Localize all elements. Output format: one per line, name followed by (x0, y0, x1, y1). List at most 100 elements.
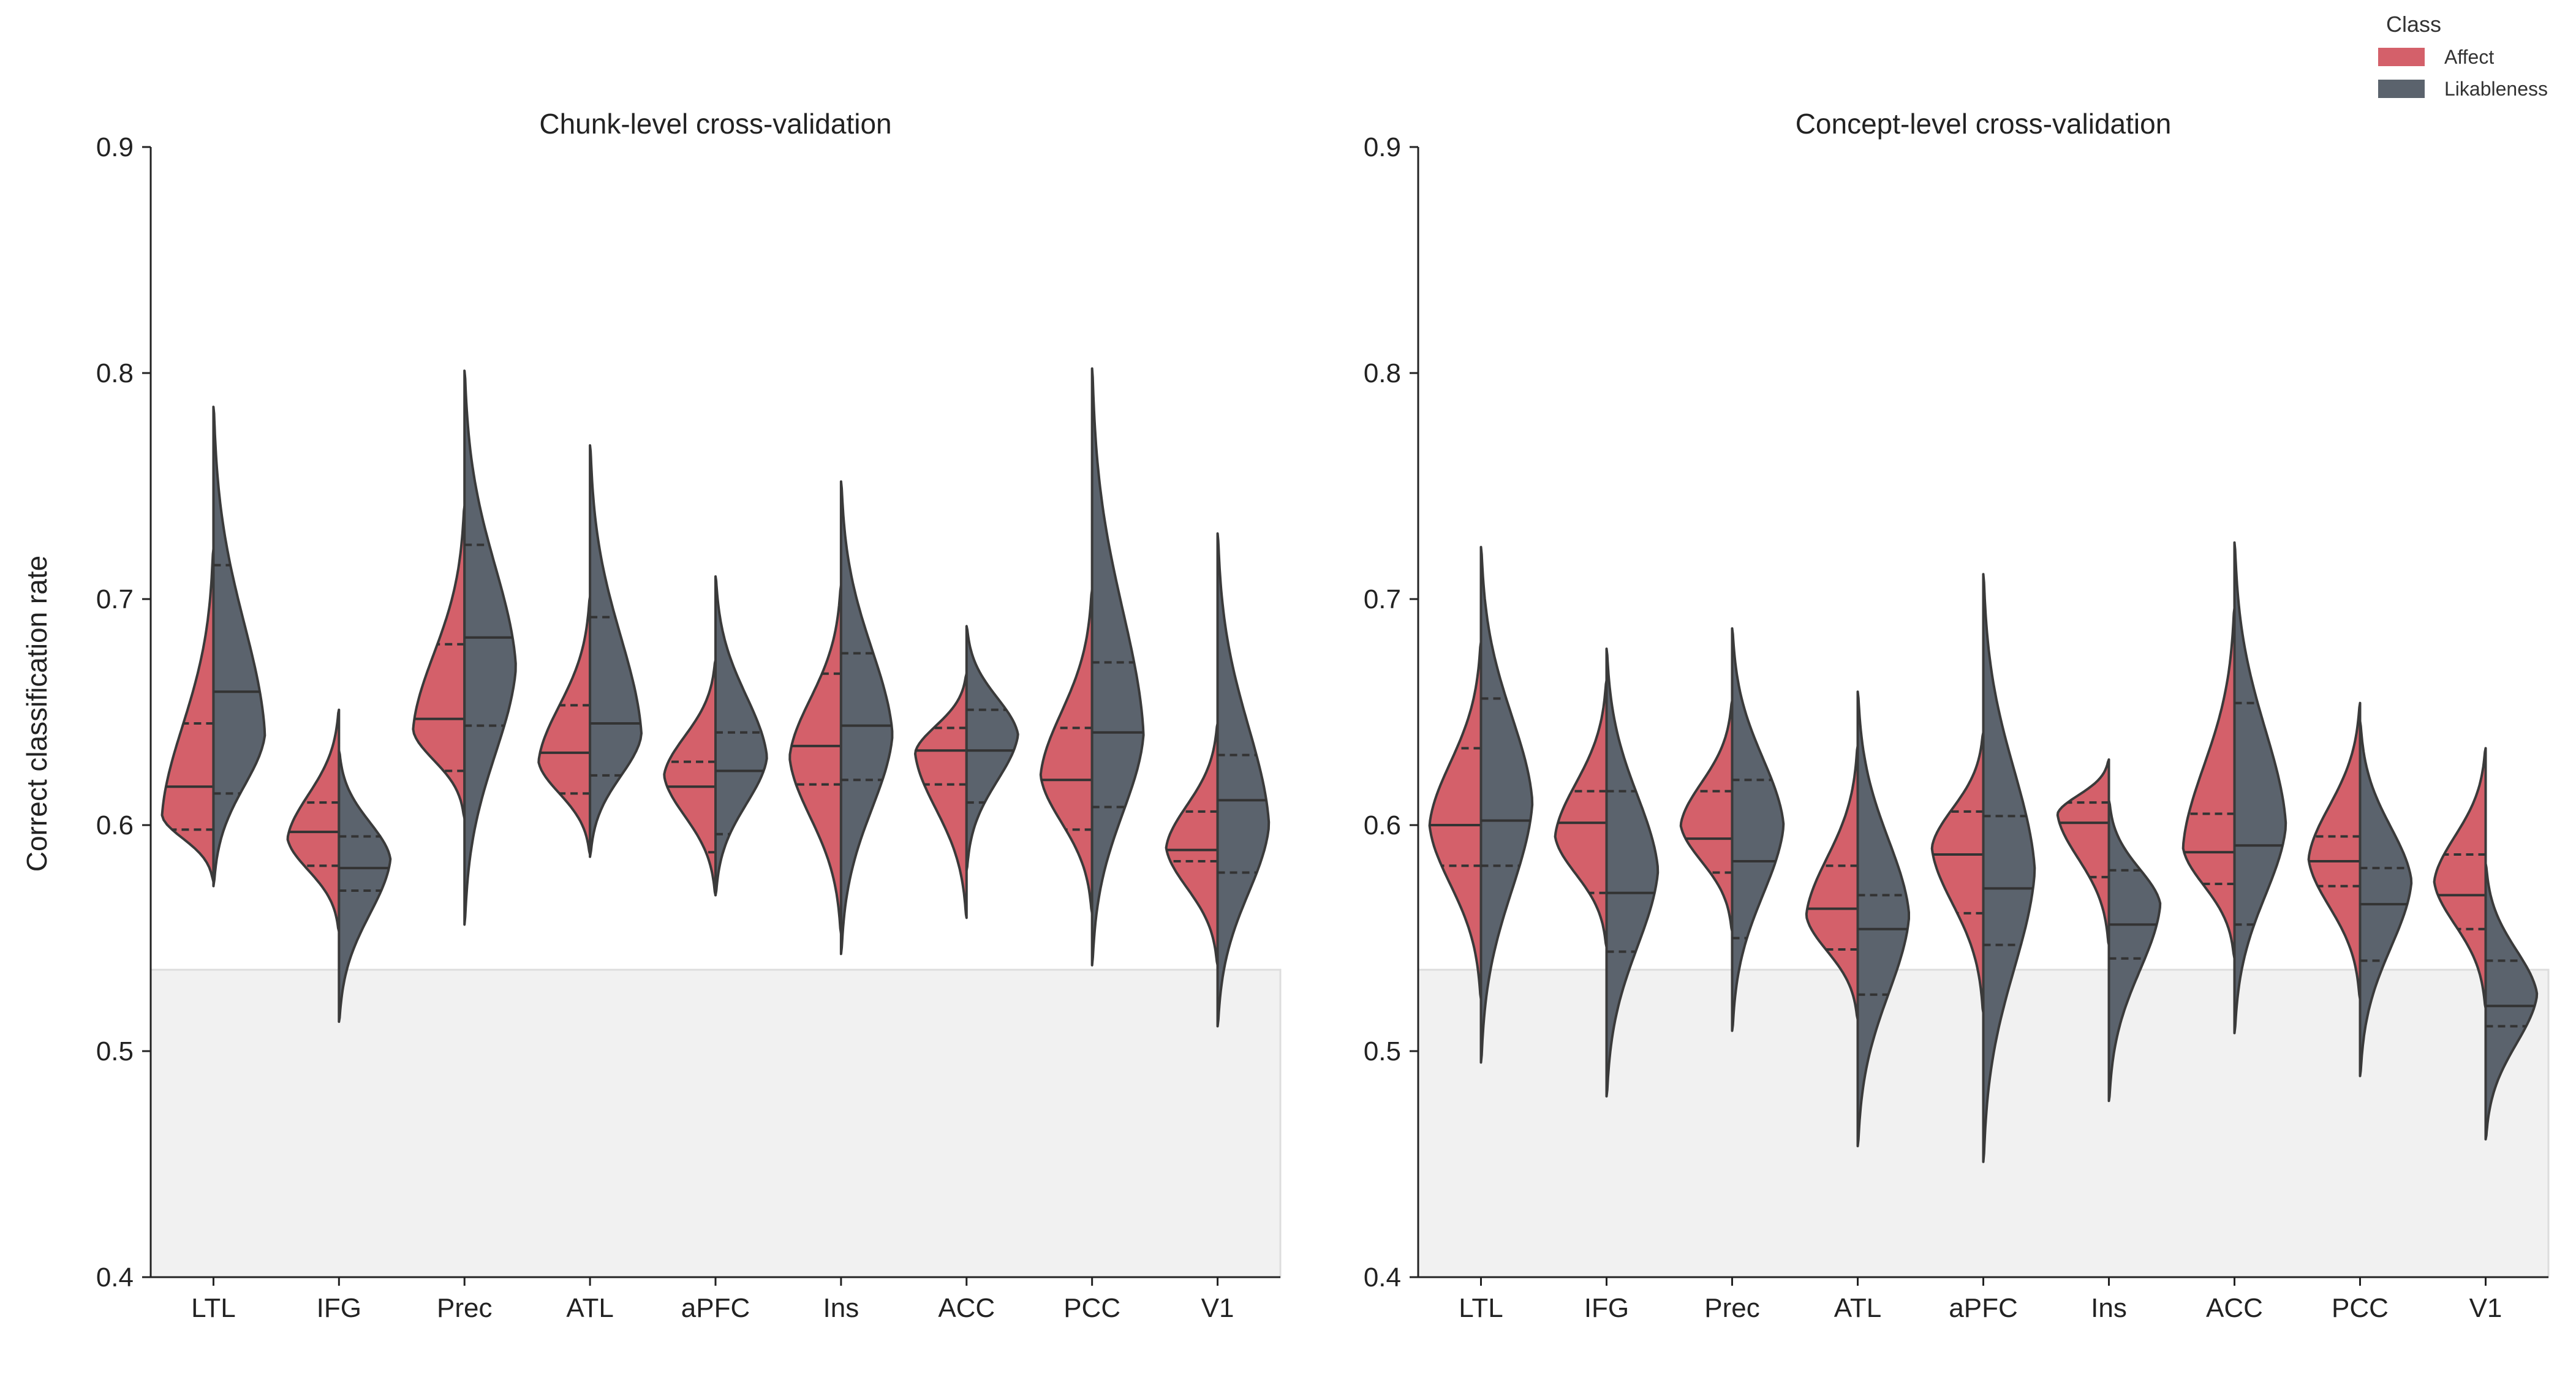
x-tick-label-v1: V1 (2469, 1293, 2502, 1323)
y-ticks: 0.4 0.5 0.6 0.7 0.8 0.9 (96, 132, 151, 1292)
violin-half (1554, 679, 1608, 949)
violin-likableness-ifg (1605, 647, 1660, 1098)
violin-half (2359, 720, 2413, 1077)
legend-swatch-affect (2378, 48, 2425, 66)
violin-likableness-atl (1856, 690, 1910, 1147)
violin-half (286, 708, 341, 933)
violin-half (161, 548, 215, 883)
violin-likableness-ins (839, 480, 894, 956)
x-tick-label-ltl: LTL (1459, 1293, 1503, 1323)
x-tick-label-prec: Prec (437, 1293, 492, 1323)
legend-title: Class (2386, 12, 2441, 37)
violin-half (2056, 758, 2110, 946)
violin-affect-apfc (1930, 731, 1985, 1014)
violin-half (1039, 589, 1093, 915)
panel-title: Concept-level cross-validation (1796, 108, 2172, 140)
violin-half (1982, 573, 2036, 1163)
violin-likableness-ltl (212, 406, 266, 888)
violin-affect-ltl (161, 548, 215, 883)
violin-affect-acc (2181, 606, 2236, 960)
x-tick-label-acc: ACC (938, 1293, 995, 1323)
x-tick-label-ltl: LTL (191, 1293, 236, 1323)
violin-half (1428, 641, 1483, 1001)
violin-half (212, 406, 266, 888)
panel-title: Chunk-level cross-validation (539, 108, 891, 140)
legend-label-likableness: Likableness (2444, 78, 2548, 100)
x-ticks: LTL IFG Prec ATL aPFC Ins ACC PCC V1 (191, 1277, 1234, 1323)
x-tick-label-apfc: aPFC (681, 1293, 750, 1323)
y-tick-label: 0.6 (1364, 810, 1401, 840)
y-tick-label: 0.8 (1364, 358, 1401, 388)
violin-half (663, 658, 717, 897)
x-tick-label-ifg: IFG (1584, 1293, 1629, 1323)
x-tick-label-v1: V1 (1201, 1293, 1234, 1323)
x-tick-label-prec: Prec (1704, 1293, 1759, 1323)
y-tick-label: 0.9 (1364, 132, 1401, 162)
y-tick-label: 0.7 (1364, 584, 1401, 614)
chance-band (149, 968, 1282, 1278)
y-tick-label: 0.4 (96, 1262, 134, 1292)
x-tick-label-ifg: IFG (317, 1293, 361, 1323)
violin-affect-ins (2056, 758, 2110, 946)
violin-affect-ifg (286, 708, 341, 933)
violin-half (1216, 532, 1271, 1028)
violin-affect-prec (412, 505, 466, 820)
violin-half (1165, 722, 1219, 967)
violin-half (1090, 367, 1145, 967)
x-tick-label-atl: ATL (566, 1293, 613, 1323)
violins (1428, 541, 2539, 1163)
x-tick-label-atl: ATL (1834, 1293, 1881, 1323)
y-tick-label: 0.7 (96, 584, 134, 614)
y-axis-label: Correct classification rate (21, 556, 53, 872)
legend: Class Affect Likableness (2378, 12, 2548, 100)
violin-half (2107, 799, 2162, 1103)
violin-affect-atl (1805, 744, 1859, 1021)
violin-half (463, 369, 517, 926)
violins (161, 367, 1271, 1028)
y-tick-label: 0.8 (96, 358, 134, 388)
violin-half (1731, 627, 1785, 1032)
x-tick-label-apfc: aPFC (1949, 1293, 2017, 1323)
violin-likableness-apfc (714, 575, 768, 897)
violin-affect-v1 (2433, 747, 2487, 1009)
violin-likableness-acc (965, 625, 1019, 872)
x-tick-label-acc: ACC (2206, 1293, 2263, 1323)
violin-half (589, 444, 643, 858)
violin-affect-v1 (1165, 722, 1219, 967)
violin-likableness-prec (1731, 627, 1785, 1032)
violin-likableness-acc (2233, 541, 2287, 1035)
violin-half (1605, 647, 1660, 1098)
violin-affect-prec (1679, 700, 1734, 933)
violin-half (1930, 731, 1985, 1014)
violin-likableness-ltl (1479, 546, 1534, 1064)
violin-half (2433, 747, 2487, 1009)
violin-affect-ifg (1554, 679, 1608, 949)
violin-affect-apfc (663, 658, 717, 897)
violin-half (914, 672, 968, 919)
violin-half (2181, 606, 2236, 960)
x-ticks: LTL IFG Prec ATL aPFC Ins ACC PCC V1 (1459, 1277, 2502, 1323)
violin-half (2233, 541, 2287, 1035)
violin-likableness-v1 (2484, 862, 2539, 1141)
violin-affect-ltl (1428, 641, 1483, 1001)
legend-label-affect: Affect (2444, 46, 2494, 68)
x-tick-label-pcc: PCC (2332, 1293, 2389, 1323)
violin-likableness-v1 (1216, 532, 1271, 1028)
y-tick-label: 0.5 (96, 1036, 134, 1066)
y-tick-label: 0.5 (1364, 1036, 1401, 1066)
violin-half (2484, 862, 2539, 1141)
violin-affect-acc (914, 672, 968, 919)
violin-affect-atl (537, 595, 592, 856)
violin-half (1856, 690, 1910, 1147)
violin-affect-pcc (1039, 589, 1093, 915)
violin-half (2307, 701, 2362, 1001)
violin-half (965, 625, 1019, 872)
x-tick-label-pcc: PCC (1063, 1293, 1120, 1323)
violin-half (714, 575, 768, 897)
y-tick-label: 0.6 (96, 810, 134, 840)
violin-likableness-apfc (1982, 573, 2036, 1163)
violin-half (537, 595, 592, 856)
violin-half (1479, 546, 1534, 1064)
violin-likableness-pcc (1090, 367, 1145, 967)
